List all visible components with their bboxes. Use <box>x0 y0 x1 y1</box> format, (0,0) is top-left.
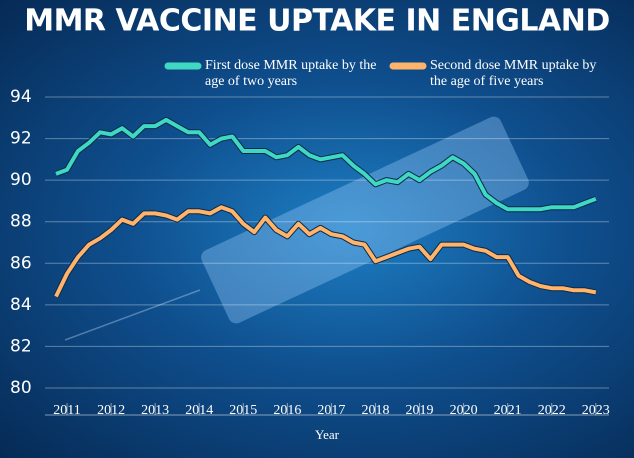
x-tick-label: 2023 <box>582 403 610 418</box>
x-tick-label: 2016 <box>273 403 301 418</box>
x-tick-label: 2014 <box>185 403 213 418</box>
line <box>54 205 597 298</box>
x-tick-label: 2019 <box>406 403 434 418</box>
y-tick-label: 88 <box>10 212 32 232</box>
x-tick-label: 2020 <box>450 403 478 418</box>
x-tick-label: 2021 <box>494 403 522 418</box>
y-tick-label: 94 <box>10 87 32 107</box>
legend-label: Second dose MMR uptake by the age of fiv… <box>430 58 597 89</box>
line <box>55 117 597 212</box>
x-tick-label: 2018 <box>361 403 389 418</box>
chart-title: MMR VACCINE UPTAKE IN ENGLAND <box>24 4 610 39</box>
x-axis-label: Year <box>315 427 340 442</box>
x-tick-label: 2012 <box>97 403 125 418</box>
syringe-decoration <box>64 116 529 341</box>
legend-label: First dose MMR uptake by the age of two … <box>205 58 377 89</box>
x-tick-label: 2017 <box>317 403 345 418</box>
y-tick-label: 84 <box>10 295 32 315</box>
y-tick-label: 86 <box>10 253 32 273</box>
y-tick-label: 80 <box>10 378 32 398</box>
x-tick-label: 2013 <box>141 403 169 418</box>
x-tick-label: 2011 <box>53 403 80 418</box>
x-tick-label: 2015 <box>229 403 257 418</box>
y-tick-label: 92 <box>10 129 32 149</box>
y-tick-label: 90 <box>10 170 32 190</box>
x-tick-label: 2022 <box>538 403 566 418</box>
y-tick-label: 82 <box>10 336 32 356</box>
